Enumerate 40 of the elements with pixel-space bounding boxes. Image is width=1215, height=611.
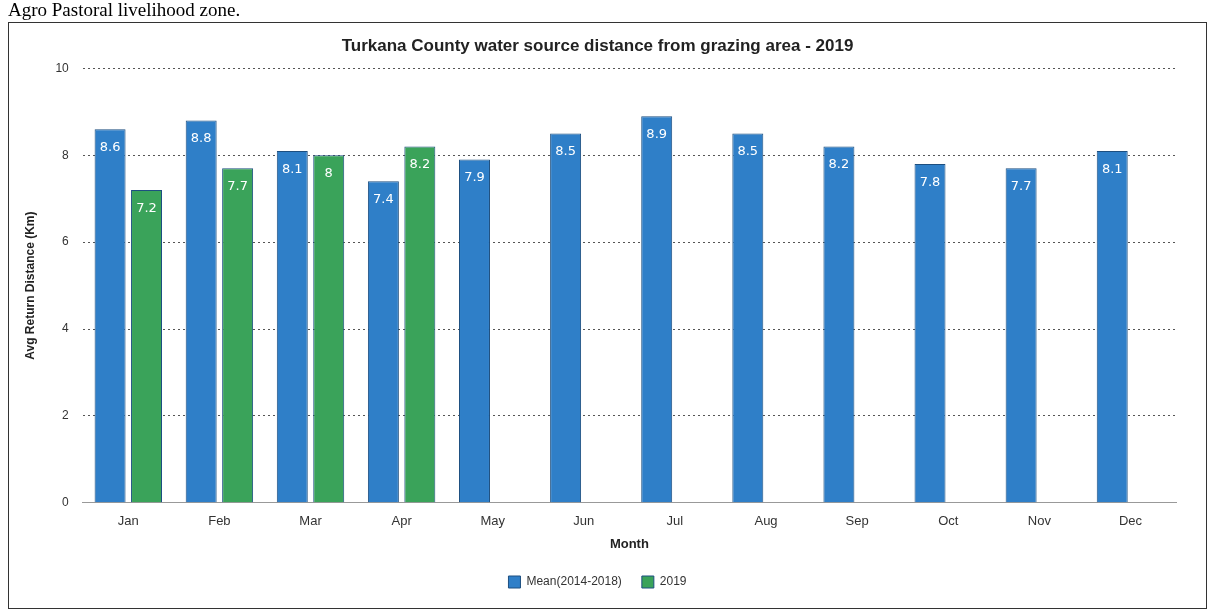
- data-label: 8.5: [737, 143, 759, 159]
- x-tick-label: Apr: [391, 513, 413, 529]
- data-label: 7.7: [227, 178, 248, 194]
- x-tick-label: Jun: [573, 513, 595, 529]
- y-tick-label: 0: [62, 495, 70, 510]
- legend-label: Mean(2014-2018): [526, 574, 622, 589]
- x-tick-label: Nov: [1027, 513, 1052, 529]
- x-tick-label: Feb: [208, 513, 231, 529]
- data-label: 8.5: [555, 143, 576, 159]
- y-tick-label: 4: [62, 321, 70, 336]
- text: Agro Pastoral livelihood zone.: [7, 0, 242, 22]
- data-label: 8.6: [99, 139, 121, 155]
- data-label: 8.1: [281, 160, 303, 176]
- data-label: 7.8: [919, 173, 941, 189]
- x-tick-label: May: [480, 513, 506, 529]
- y-tick-label: 8: [62, 147, 70, 162]
- data-label: 7.7: [1010, 178, 1032, 194]
- y-tick-label: 2: [62, 408, 70, 423]
- data-label: 8.2: [828, 156, 850, 172]
- chart-title: Turkana County water source distance from grazing area - 2019: [341, 35, 854, 55]
- y-tick-label: 6: [62, 234, 70, 249]
- x-tick-label: Jul: [666, 513, 684, 529]
- x-tick-label: Aug: [754, 513, 778, 529]
- x-tick-label: Jan: [117, 513, 139, 529]
- x-axis-title: Month: [609, 535, 649, 551]
- data-label: 8: [324, 165, 333, 181]
- data-label: 7.4: [373, 191, 394, 207]
- x-tick-label: Dec: [1118, 513, 1143, 529]
- data-label: 8.9: [646, 126, 668, 142]
- legend-label: 2019: [659, 574, 687, 589]
- y-axis-title: Avg Return Distance (Km): [22, 211, 37, 360]
- data-label: 8.8: [190, 130, 212, 146]
- data-label: 8.1: [1101, 160, 1123, 176]
- data-label: 7.9: [464, 169, 485, 185]
- data-label: 8.2: [409, 156, 431, 172]
- x-tick-label: Oct: [938, 513, 959, 529]
- x-tick-label: Sep: [845, 513, 869, 529]
- y-tick-label: 10: [55, 60, 70, 75]
- x-tick-label: Mar: [299, 513, 323, 529]
- data-label: 7.2: [136, 199, 157, 215]
